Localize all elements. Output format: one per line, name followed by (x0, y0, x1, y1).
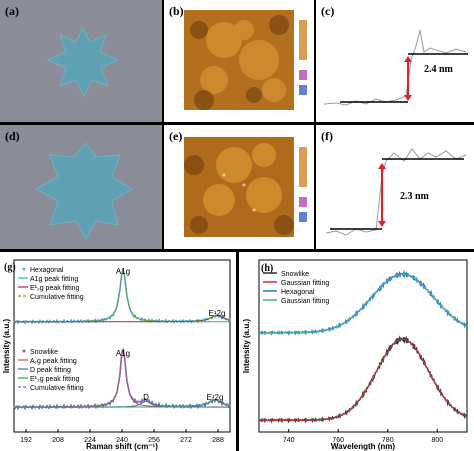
plot-frame-h (258, 259, 468, 433)
legend-item-h: Hexagonal (281, 289, 315, 296)
legend-title-hexagonal: Hexagonal (30, 267, 64, 274)
raman-chart: (g) 192 208 224 240 256 272 288 Raman shift (cm⁻… (2, 259, 231, 451)
height-label-c: 2.4 nm (424, 64, 453, 75)
x-axis-label-g: Raman shift (cm⁻¹) (86, 442, 158, 451)
legend-item-h: Gaussian fitting (281, 280, 329, 287)
height-profile-plot-f (325, 148, 467, 236)
snowlike-cumulative (14, 348, 231, 408)
y-axis-label-g: Intensity (a.u.) (2, 319, 11, 374)
afm-image-b: (b) (164, 0, 314, 122)
legend-item-h: Gaussian fitting (281, 298, 329, 305)
raman-panel-g: (g) 192 208 224 240 256 272 288 Raman shift (cm⁻… (0, 252, 236, 451)
panel-label-f: (f) (321, 129, 333, 143)
y-axis-label-h: Intensity (a.u.) (242, 319, 251, 374)
legend-item: E¹₂g peak fitting (30, 376, 80, 383)
legend-item-h: Snowlike (281, 271, 309, 278)
peak-label-d: D (143, 393, 149, 402)
panel-label-e: (e) (169, 129, 183, 143)
afm-topography-b (184, 10, 307, 110)
pl-panel-h: (h) 740 760 780 800 Wavelength (nm) Intensity … (239, 252, 474, 451)
optical-image-d: (d) (0, 125, 162, 249)
legend-item: E¹₂g peak fitting (30, 285, 80, 292)
peak-label-e2g-top: E¹2g (209, 309, 226, 318)
x-tick-label-g: 288 (212, 437, 224, 444)
afm-image-e: (e) (164, 125, 314, 249)
peak-label-a1g-top: A1g (116, 267, 130, 276)
x-axis-label-h: Wavelength (nm) (331, 442, 395, 451)
peak-label-e2g-bottom: E¹2g (207, 393, 224, 402)
legend-item: Cumulative fitting (30, 385, 84, 392)
x-tick-label-h: 740 (283, 437, 295, 444)
legend-item: A₁g peak fitting (30, 358, 77, 365)
snowlike-gaussian-fit (259, 338, 468, 421)
afm-topography-e (184, 137, 307, 237)
height-label-f: 2.3 nm (400, 191, 429, 202)
snowlike-data (258, 335, 468, 424)
peak-label-a1g-bottom: A1g (116, 349, 130, 358)
x-tick-label-g: 208 (52, 437, 64, 444)
height-profile-plot-c (323, 29, 468, 106)
x-tick-label-g: 256 (148, 437, 160, 444)
x-tick-label-g: 272 (180, 437, 192, 444)
x-tick-label-g: 224 (84, 437, 96, 444)
height-profile-f: (f) 2.3 nm (316, 125, 474, 249)
legend-marker-hexagonal (22, 267, 26, 271)
panel-label-h: (h) (261, 263, 273, 274)
x-tick-label-g: 240 (116, 437, 128, 444)
x-tick-label-h: 760 (332, 437, 344, 444)
panel-label-b: (b) (169, 4, 184, 18)
panel-label-d: (d) (5, 129, 20, 143)
panel-label-g: (g) (4, 262, 16, 273)
hexagon-flake-image (0, 125, 162, 249)
x-tick-label-h: 780 (382, 437, 394, 444)
x-tick-label-g: 192 (20, 437, 32, 444)
legend-marker-snowlike (22, 349, 26, 353)
x-tick-label-h: 800 (431, 437, 443, 444)
panel-label-a: (a) (5, 4, 19, 18)
legend-item: D peak fitting (30, 367, 71, 374)
hexagonal-cumulative (14, 268, 231, 323)
optical-image-a: (a) (0, 0, 162, 122)
legend-item: A1g peak fitting (30, 276, 78, 283)
panel-label-c: (c) (321, 4, 335, 18)
height-profile-c: (c) 2.4 nm (316, 0, 474, 122)
legend-title-snowlike: Snowlike (30, 349, 58, 356)
pl-chart: (h) 740 760 780 800 Wavelength (nm) Intensity … (242, 259, 468, 451)
legend-item: Cumulative fitting (30, 294, 84, 301)
hexagonal-gaussian-fit (259, 273, 468, 334)
snowflake-flake-image (0, 0, 162, 122)
